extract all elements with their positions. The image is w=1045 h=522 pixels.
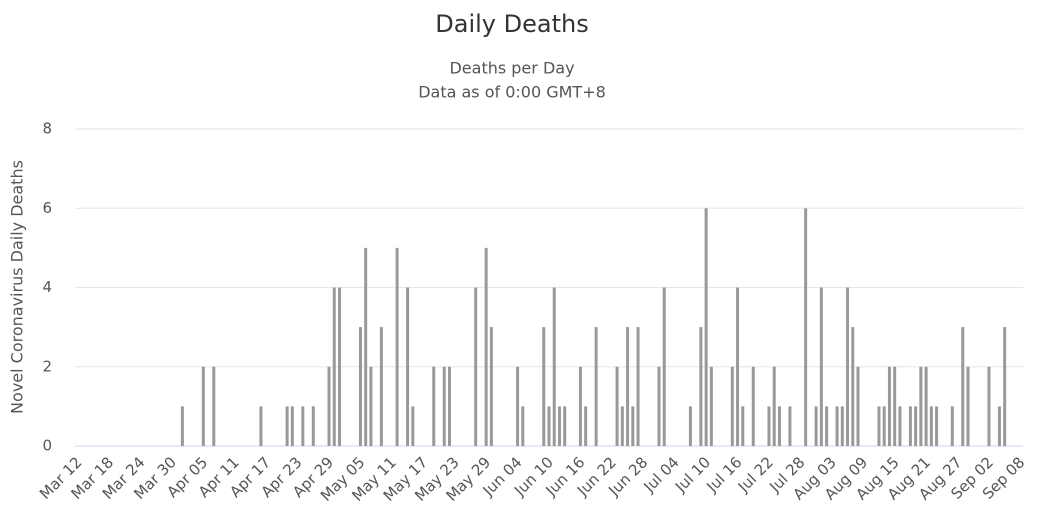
bar (364, 247, 368, 446)
bar (447, 366, 451, 446)
bar (914, 406, 918, 446)
bar (337, 287, 341, 446)
bar (516, 366, 520, 446)
bar (751, 366, 755, 446)
bar (259, 406, 263, 446)
bar (626, 327, 630, 446)
chart-title: Daily Deaths (435, 10, 588, 38)
bar (301, 406, 305, 446)
bar (688, 406, 692, 446)
bar (180, 406, 184, 446)
bar (987, 366, 991, 446)
bar (594, 327, 598, 446)
bar (379, 327, 383, 446)
bar (882, 406, 886, 446)
bar (699, 327, 703, 446)
bar (846, 287, 850, 446)
bar (840, 406, 844, 446)
bar (950, 406, 954, 446)
bar (285, 406, 289, 446)
bar (777, 406, 781, 446)
bar (893, 366, 897, 446)
bar (825, 406, 829, 446)
bar (997, 406, 1001, 446)
bar (395, 247, 399, 446)
bar (736, 287, 740, 446)
bar (542, 327, 546, 446)
bar (919, 366, 923, 446)
bar (212, 366, 216, 446)
bar (332, 287, 336, 446)
bar (851, 327, 855, 446)
bar (201, 366, 205, 446)
y-tick-label: 8 (42, 120, 52, 138)
bar (484, 247, 488, 446)
bar (369, 366, 373, 446)
bar (961, 327, 965, 446)
bar (819, 287, 823, 446)
bar (552, 287, 556, 446)
bar (704, 208, 708, 446)
bar (489, 327, 493, 446)
bar (411, 406, 415, 446)
bar (935, 406, 939, 446)
bar (814, 406, 818, 446)
bar (358, 327, 362, 446)
chart-subtitle: Deaths per Day (449, 59, 574, 78)
bar (804, 208, 808, 446)
y-axis-label: Novel Coronavirus Daily Deaths (8, 160, 27, 414)
bar (547, 406, 551, 446)
bar (636, 327, 640, 446)
bar (730, 366, 734, 446)
bar (835, 406, 839, 446)
bar (474, 287, 478, 446)
x-tick-label: Jul 04 (640, 453, 683, 496)
bar (521, 406, 525, 446)
bar (887, 366, 891, 446)
bar (615, 366, 619, 446)
bar (311, 406, 315, 446)
bar (432, 366, 436, 446)
bar (709, 366, 713, 446)
bar (924, 366, 928, 446)
y-tick-label: 6 (42, 199, 52, 217)
y-tick-label: 2 (42, 357, 52, 375)
bar (563, 406, 567, 446)
bar (767, 406, 771, 446)
bar (898, 406, 902, 446)
bar (877, 406, 881, 446)
bar (966, 366, 970, 446)
bar (929, 406, 933, 446)
bar (856, 366, 860, 446)
bar (578, 366, 582, 446)
bar (557, 406, 561, 446)
x-tick-label: Jul 10 (671, 453, 714, 496)
bar (788, 406, 792, 446)
bar (741, 406, 745, 446)
y-tick-label: 4 (42, 278, 52, 296)
bar (584, 406, 588, 446)
bar (908, 406, 912, 446)
x-tick-label: Jul 16 (702, 453, 745, 496)
bar (772, 366, 776, 446)
x-tick-label: Jul 22 (734, 453, 777, 496)
bar (620, 406, 624, 446)
y-tick-label: 0 (42, 437, 52, 455)
bar (290, 406, 294, 446)
bar (631, 406, 635, 446)
bar (1003, 327, 1007, 446)
chart-subtitle: Data as of 0:00 GMT+8 (418, 83, 606, 102)
bar (442, 366, 446, 446)
bar (406, 287, 410, 446)
bar (657, 366, 661, 446)
bar (662, 287, 666, 446)
bar (327, 366, 331, 446)
